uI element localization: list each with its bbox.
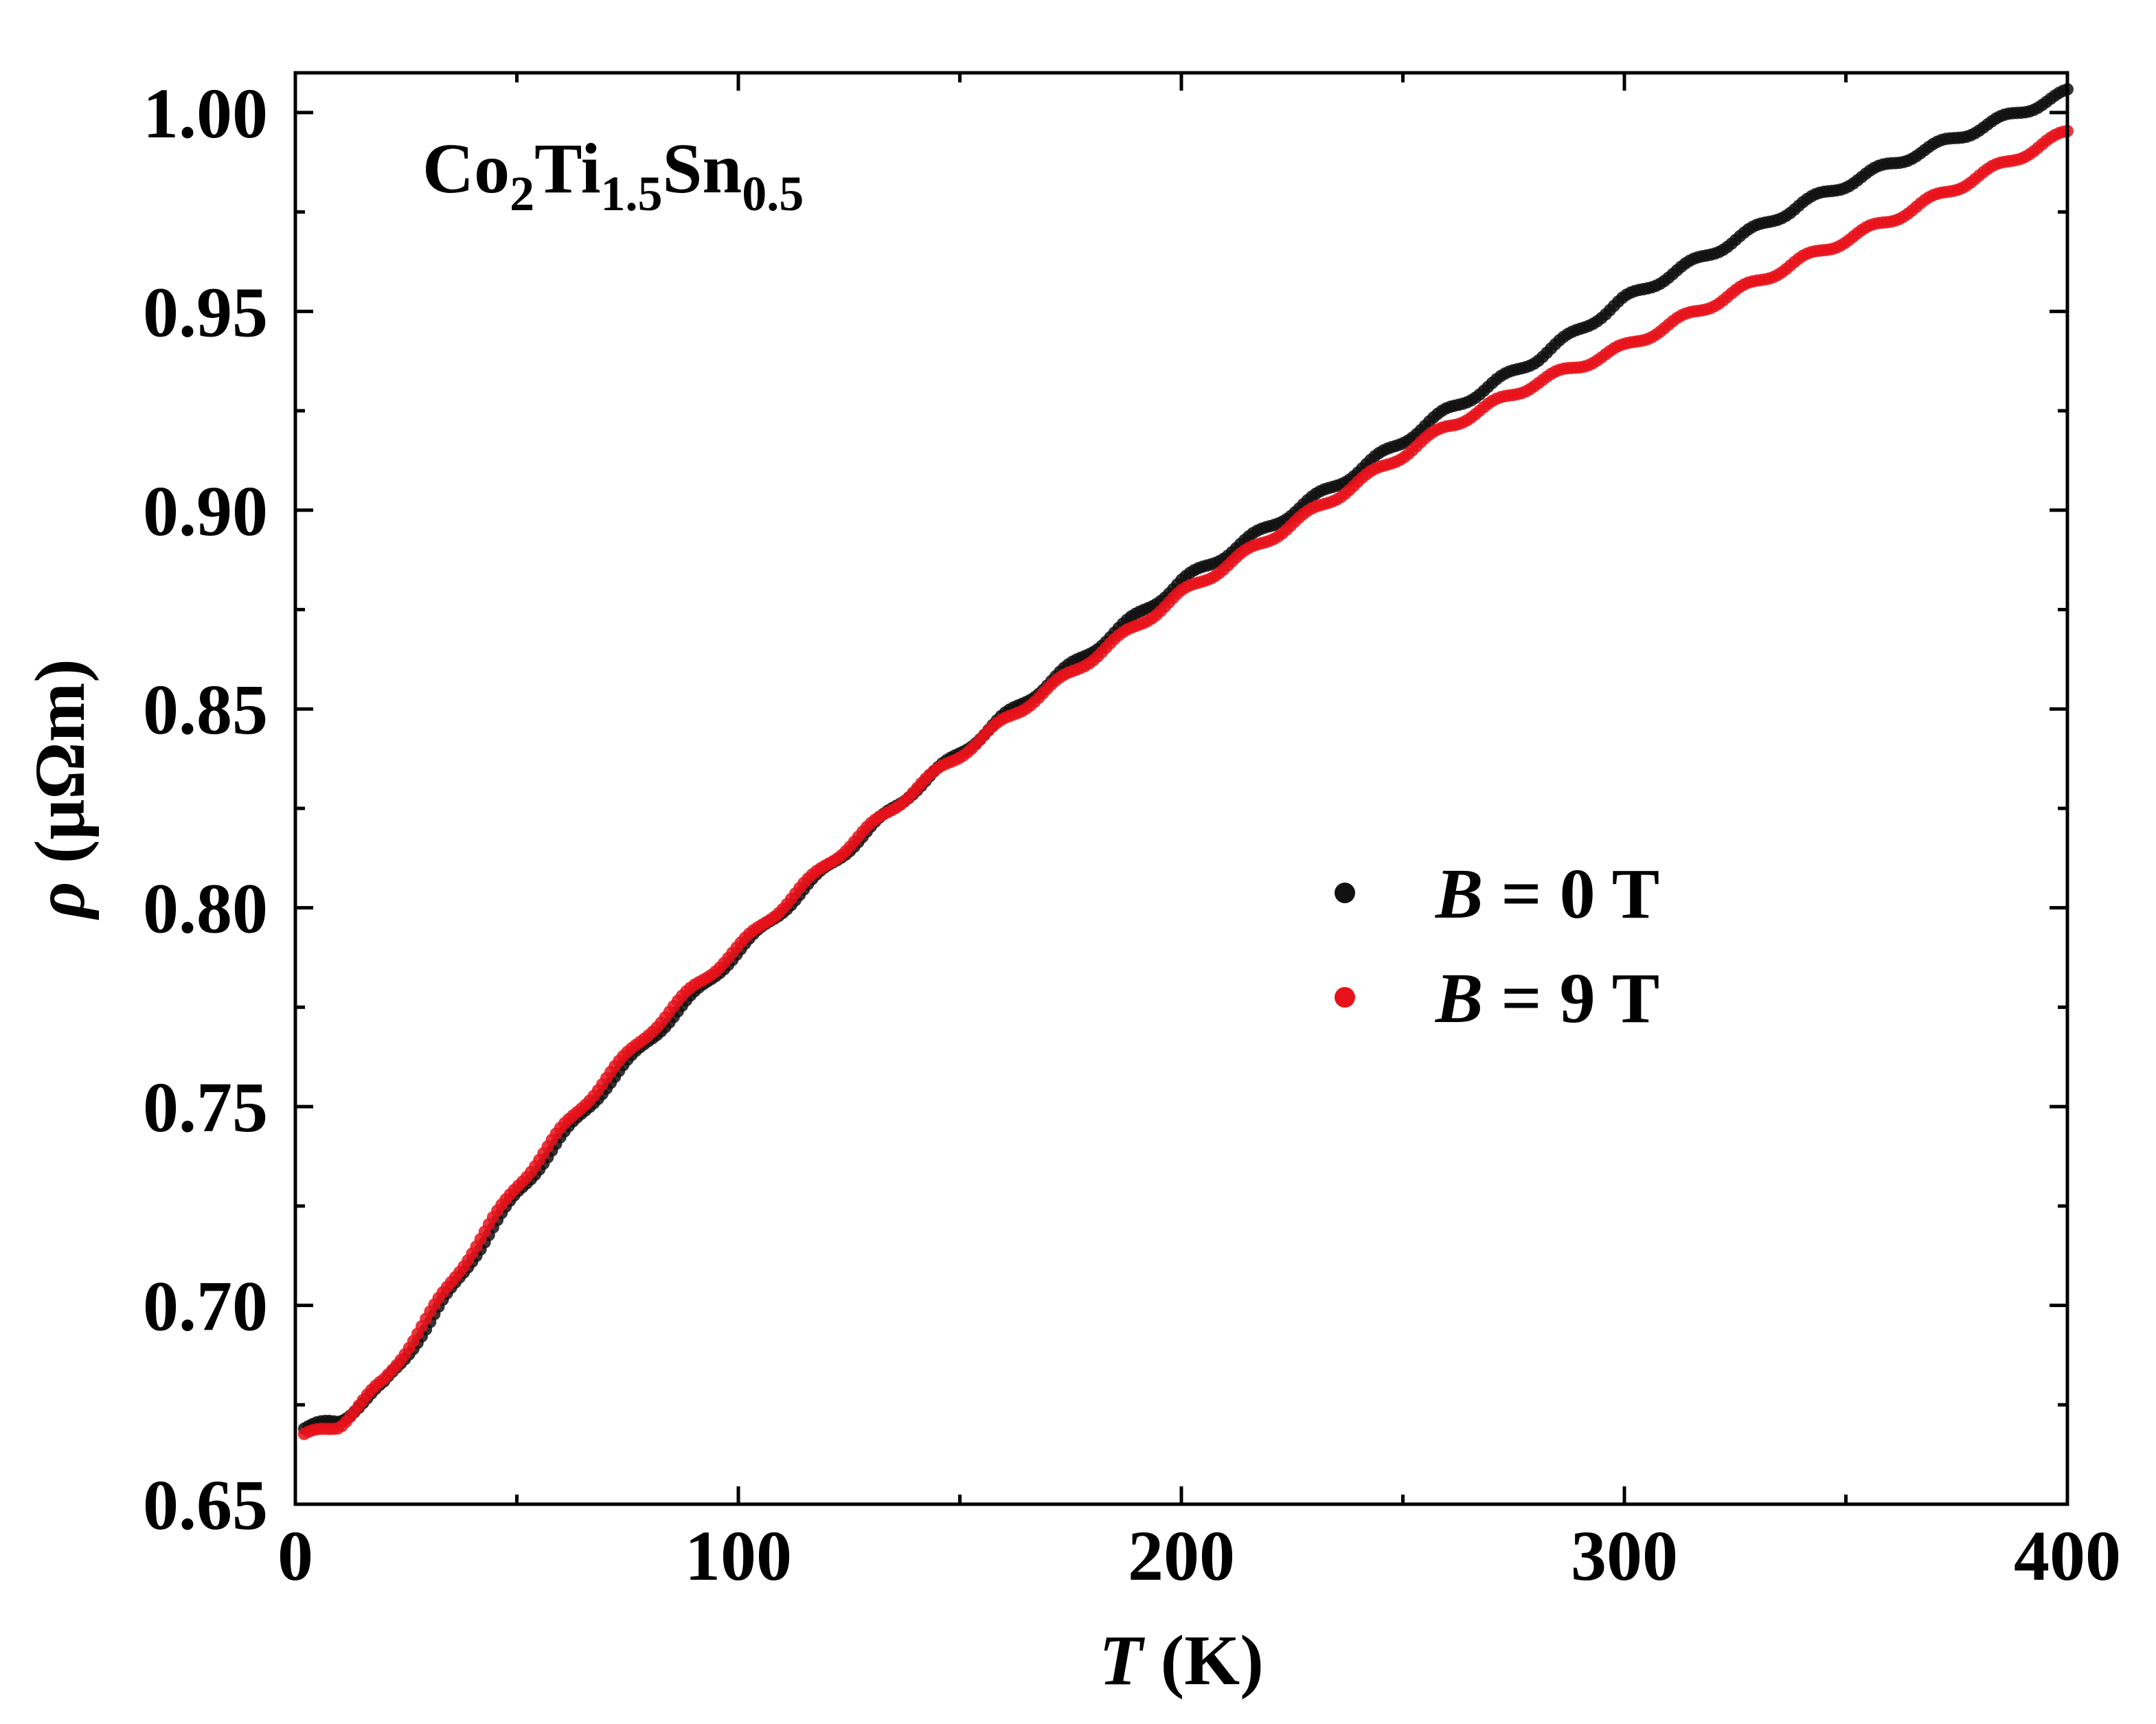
y-tick-label: 0.95 [143,273,268,352]
x-axis-title: T (K) [1099,1621,1264,1700]
x-tick-label: 300 [1571,1517,1678,1596]
x-tick-label: 400 [2014,1517,2121,1596]
legend-label-b9: B = 9 T [1435,959,1659,1038]
y-axis-title: ρ (μΩm) [21,659,100,920]
legend-marker-b9 [1335,987,1355,1008]
y-tick-label: 0.80 [143,870,268,949]
x-tick-label: 0 [277,1517,313,1596]
legend-marker-b0 [1335,883,1355,903]
y-tick-label: 1.00 [143,74,268,153]
plot-frame [293,71,2069,1506]
compound-label: Co2Ti1.5Sn0.5 [422,129,804,221]
series-b0 [297,83,2074,1435]
y-tick-label: 0.65 [143,1466,268,1545]
x-tick-label: 200 [1128,1517,1235,1596]
y-tick-label: 0.70 [143,1267,268,1346]
series-layer [297,83,2074,1440]
legend-label-b0: B = 0 T [1435,854,1659,933]
y-tick-label: 0.75 [143,1068,268,1147]
series-b9 [297,124,2074,1440]
legend: B = 0 T B = 9 T [1335,854,1659,1038]
x-tick-label: 100 [685,1517,792,1596]
y-tick-label: 0.85 [143,670,268,749]
y-tick-label: 0.90 [143,472,268,551]
tick-layer: 0 100 200 300 400 0.65 0.70 0.75 0.80 0.85 0.90 0.9… [143,73,2121,1596]
